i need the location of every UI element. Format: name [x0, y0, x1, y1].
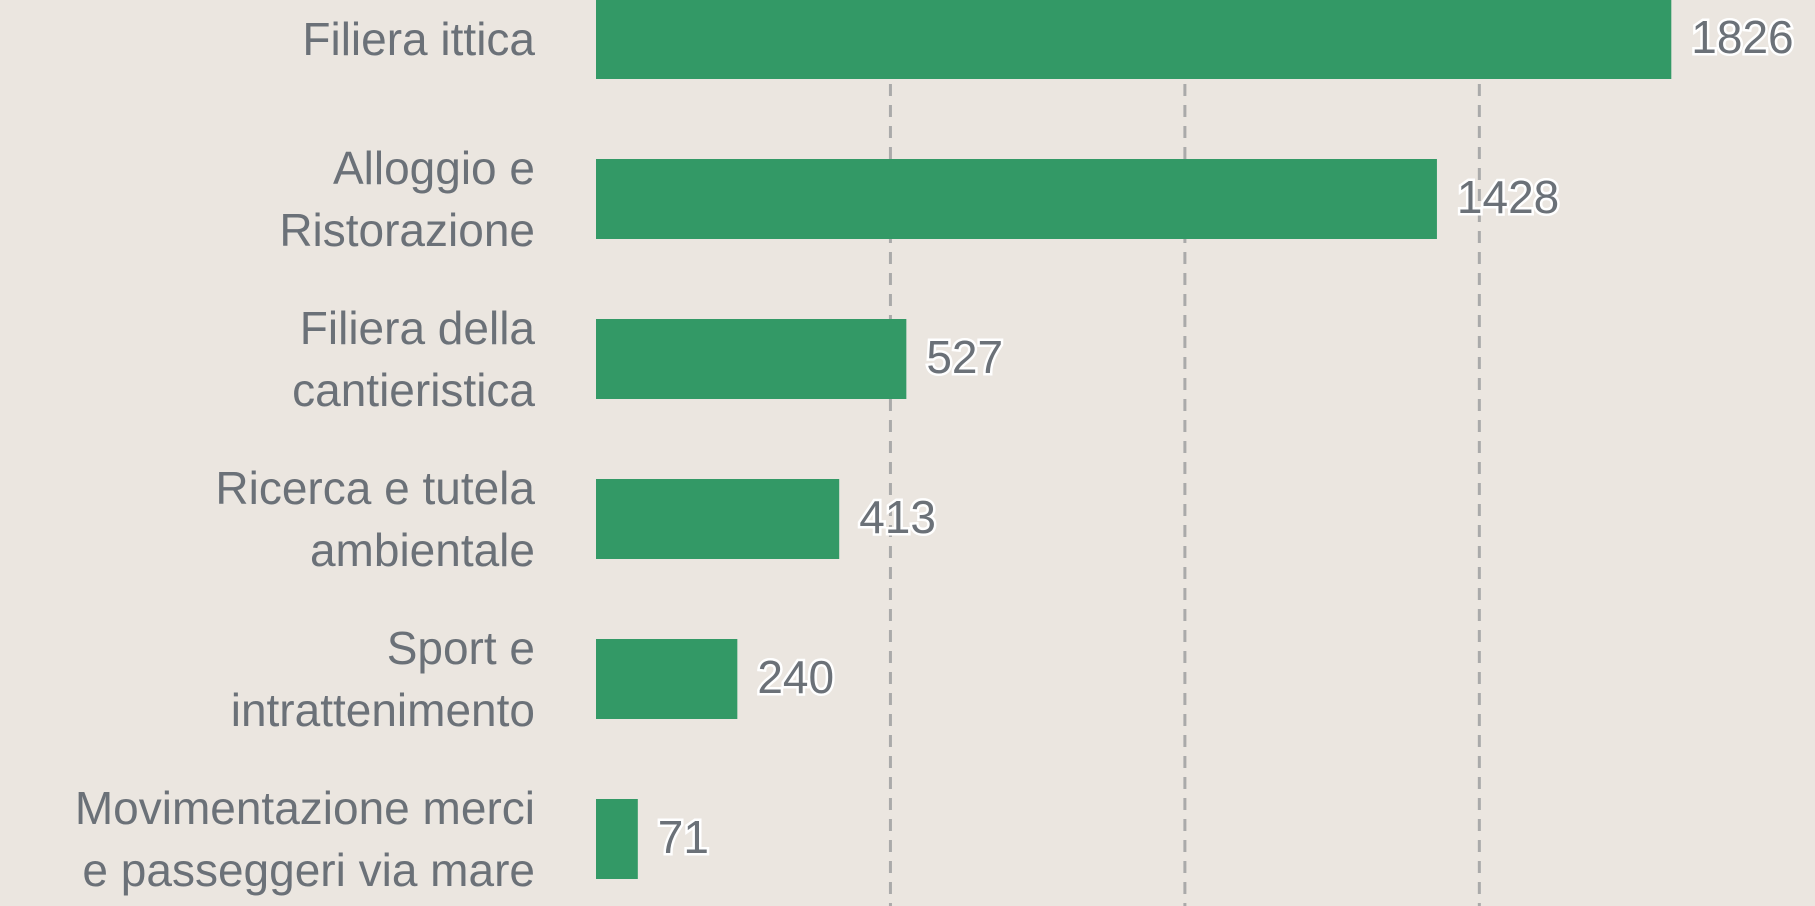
- category-label: Filiera ittica: [302, 13, 535, 65]
- bar: [596, 799, 638, 879]
- category-label: Ricerca e tutela ambientale: [215, 462, 535, 576]
- category-label: Movimentazione merci e passeggeri via ma…: [74, 782, 535, 896]
- bar: [596, 639, 738, 719]
- value-label: 413: [859, 491, 936, 543]
- value-label: 240: [757, 651, 834, 703]
- bar: [596, 319, 907, 399]
- value-label: 71: [658, 811, 709, 863]
- value-label: 1428: [1457, 171, 1559, 223]
- value-label: 527: [926, 331, 1003, 383]
- bar: [596, 479, 840, 559]
- category-label: Filiera della cantieristica: [292, 302, 535, 416]
- bar: [596, 0, 1672, 79]
- bar: [596, 159, 1437, 239]
- category-label: Sport e intrattenimento: [230, 622, 535, 736]
- category-label: Alloggio e Ristorazione: [279, 142, 535, 256]
- value-label: 1826: [1691, 11, 1793, 63]
